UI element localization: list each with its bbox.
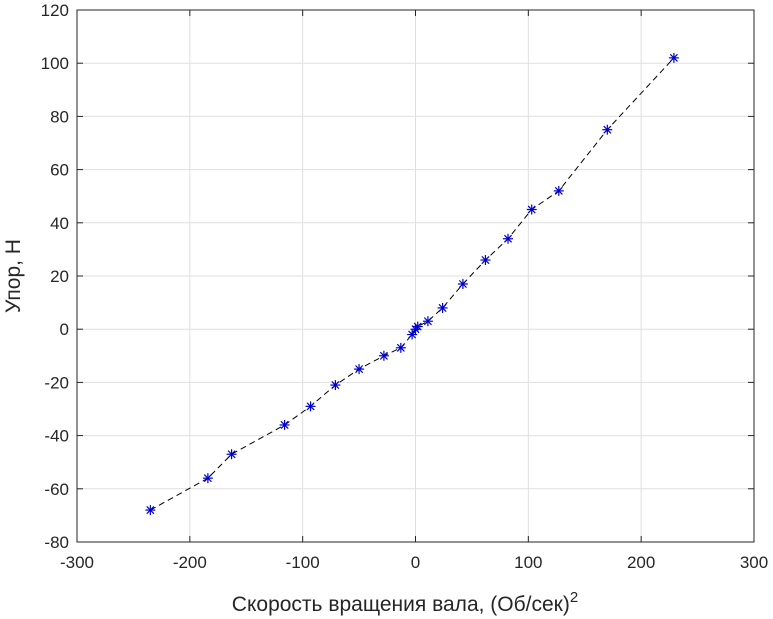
x-tick-label: 300 [740, 553, 768, 572]
x-tick-label: -200 [173, 553, 207, 572]
data-point [526, 204, 537, 215]
data-point [457, 278, 468, 289]
y-tick-label: 60 [50, 161, 69, 180]
y-tick-label: -60 [44, 480, 69, 499]
x-tick-label: 100 [514, 553, 542, 572]
data-point [202, 473, 213, 484]
data-point [354, 364, 365, 375]
data-point [503, 233, 514, 244]
data-point [145, 505, 156, 516]
axes [76, 9, 755, 543]
y-tick-label: 100 [41, 54, 69, 73]
y-tick-label: 0 [60, 320, 69, 339]
x-tick-label: -300 [60, 553, 94, 572]
data-point [279, 419, 290, 430]
y-tick-label: 20 [50, 267, 69, 286]
data-point [437, 302, 448, 313]
data-point [226, 449, 237, 460]
y-axis-label: Упор, Н [2, 239, 25, 313]
x-tick-label: -100 [286, 553, 320, 572]
x-tick-label: 200 [627, 553, 655, 572]
y-tick-label: -80 [44, 533, 69, 552]
y-tick-label: 40 [50, 214, 69, 233]
data-point [553, 185, 564, 196]
data-point [305, 401, 316, 412]
data-point [378, 350, 389, 361]
data-point [412, 321, 423, 332]
data-point [602, 124, 613, 135]
data-point [407, 329, 418, 340]
tick-labels: -300 -200 -100 0 100 200 300-80-60-40-20020406… [41, 1, 769, 572]
x-axis-label-superscript: 2 [570, 589, 578, 606]
x-tick-label: 0 [411, 553, 420, 572]
data-point [330, 380, 341, 391]
x-axis-label: Скорость вращения вала, (Об/сек)2 [232, 589, 578, 616]
data-point [480, 255, 491, 266]
y-tick-label: -40 [44, 427, 69, 446]
y-tick-label: 80 [50, 107, 69, 126]
y-tick-label: 120 [41, 1, 69, 20]
data-point [422, 316, 433, 327]
data-point [395, 342, 406, 353]
x-axis-label-text: Скорость вращения вала, (Об/сек) [232, 593, 570, 616]
series-markers [145, 52, 679, 516]
data-point [668, 52, 679, 63]
y-tick-label: -20 [44, 373, 69, 392]
